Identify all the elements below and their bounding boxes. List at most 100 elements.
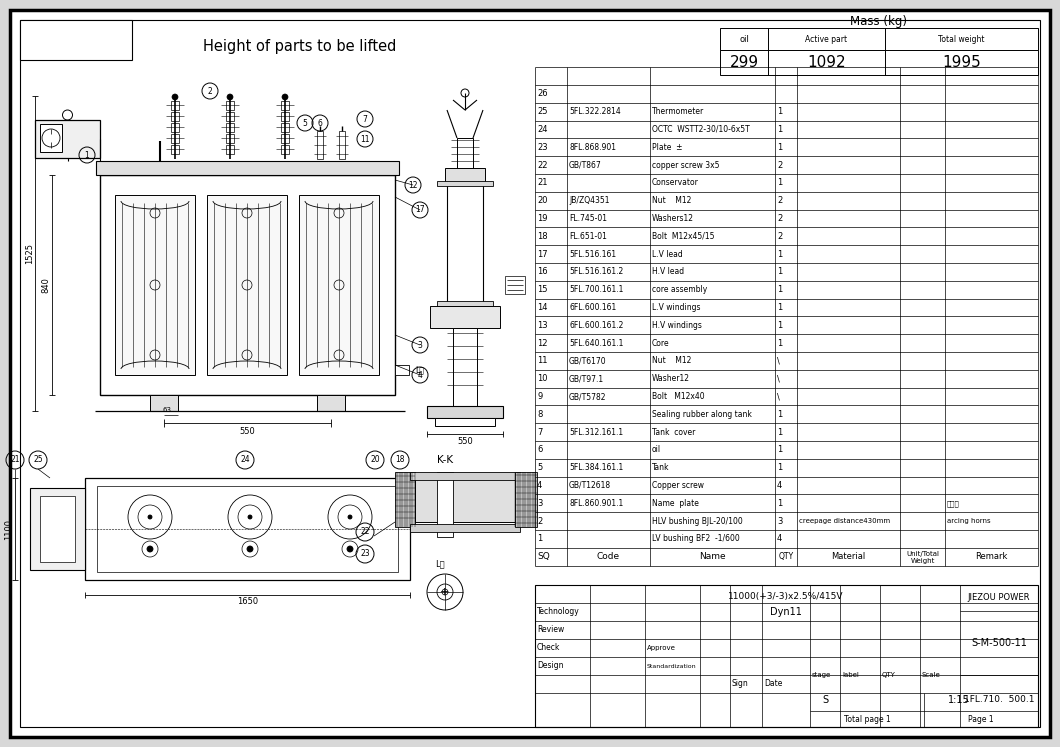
- Text: S-M-500-11: S-M-500-11: [971, 638, 1027, 648]
- Text: 8FL.868.901: 8FL.868.901: [569, 143, 616, 152]
- Text: Total weight: Total weight: [938, 34, 985, 43]
- Text: 4: 4: [418, 371, 423, 379]
- Text: +: +: [439, 587, 448, 597]
- Text: K-K: K-K: [437, 455, 453, 465]
- Bar: [171, 101, 179, 110]
- Text: 7: 7: [537, 427, 543, 436]
- Text: Name  plate: Name plate: [652, 499, 699, 508]
- Text: L白: L白: [436, 560, 445, 568]
- Bar: [317, 395, 344, 411]
- Text: 1995: 1995: [942, 55, 981, 70]
- Text: GB/T867: GB/T867: [569, 161, 602, 170]
- Bar: [416, 477, 515, 522]
- Text: Nut    M12: Nut M12: [652, 356, 691, 365]
- Text: 17: 17: [416, 205, 425, 214]
- Text: 1100: 1100: [4, 518, 13, 539]
- Text: Approve: Approve: [647, 645, 676, 651]
- Text: 20: 20: [370, 456, 379, 465]
- Text: Check: Check: [537, 643, 561, 652]
- Text: 21: 21: [537, 179, 548, 187]
- Text: 5FL.312.161.1: 5FL.312.161.1: [569, 427, 623, 436]
- Text: 1: 1: [777, 179, 782, 187]
- Text: oil: oil: [739, 34, 749, 43]
- Text: 3: 3: [418, 341, 423, 350]
- Bar: [281, 112, 289, 121]
- Bar: [437, 472, 453, 537]
- Bar: [40, 496, 75, 562]
- Text: \: \: [777, 356, 780, 365]
- Text: FL.651-01: FL.651-01: [569, 232, 607, 241]
- Text: Material: Material: [831, 552, 866, 561]
- Text: oil: oil: [652, 445, 661, 454]
- Text: Height of parts to be lifted: Height of parts to be lifted: [204, 39, 396, 54]
- Text: 2: 2: [208, 87, 212, 96]
- Text: 1: 1: [777, 125, 782, 134]
- Text: 1: 1: [777, 338, 782, 347]
- Bar: [299, 195, 379, 375]
- Bar: [226, 101, 234, 110]
- Text: 22: 22: [360, 527, 370, 536]
- Bar: [437, 301, 493, 306]
- Text: GB/T6170: GB/T6170: [569, 356, 606, 365]
- Bar: [281, 123, 289, 132]
- Text: 4: 4: [777, 534, 782, 543]
- Text: Core: Core: [652, 338, 670, 347]
- Text: 5FL.516.161.2: 5FL.516.161.2: [569, 267, 623, 276]
- Text: core assembly: core assembly: [652, 285, 707, 294]
- Text: 13: 13: [537, 320, 548, 329]
- Bar: [535, 585, 1038, 727]
- Bar: [151, 395, 178, 411]
- Text: 1: 1: [777, 143, 782, 152]
- Text: Technology: Technology: [537, 607, 580, 616]
- Text: Code: Code: [597, 552, 620, 561]
- Bar: [437, 181, 493, 186]
- Text: Washer12: Washer12: [652, 374, 690, 383]
- Text: 21: 21: [11, 456, 20, 465]
- Bar: [395, 472, 416, 527]
- Text: 5: 5: [302, 119, 307, 128]
- Text: 1: 1: [537, 534, 543, 543]
- Text: 1650: 1650: [237, 598, 258, 607]
- Bar: [226, 145, 234, 154]
- Text: 11: 11: [537, 356, 548, 365]
- Text: Total page 1: Total page 1: [844, 714, 890, 724]
- Text: 23: 23: [537, 143, 548, 152]
- Text: 15: 15: [537, 285, 548, 294]
- Text: 840: 840: [41, 277, 50, 293]
- Text: 11: 11: [360, 134, 370, 143]
- Text: 1: 1: [777, 320, 782, 329]
- Text: 1525: 1525: [25, 243, 34, 264]
- Bar: [226, 123, 234, 132]
- Text: 1: 1: [777, 285, 782, 294]
- Bar: [85, 478, 410, 580]
- Text: label: label: [842, 672, 859, 678]
- Text: 3: 3: [537, 499, 543, 508]
- Text: SQ: SQ: [537, 552, 550, 561]
- Text: FL.745-01: FL.745-01: [569, 214, 607, 223]
- Bar: [339, 131, 344, 159]
- Text: copper screw 3x5: copper screw 3x5: [652, 161, 720, 170]
- Circle shape: [282, 94, 288, 100]
- Text: 26: 26: [537, 90, 548, 99]
- Text: Unit/Total: Unit/Total: [906, 551, 939, 557]
- Bar: [98, 486, 398, 572]
- Circle shape: [347, 546, 353, 552]
- Text: \: \: [777, 392, 780, 401]
- Text: Date: Date: [764, 680, 782, 689]
- Text: 3: 3: [777, 517, 782, 526]
- Bar: [445, 168, 485, 183]
- Bar: [35, 120, 100, 158]
- Bar: [435, 418, 495, 426]
- Text: 22: 22: [537, 161, 548, 170]
- Text: 1:15: 1:15: [948, 695, 970, 705]
- Text: 24: 24: [537, 125, 548, 134]
- Text: arcing horns: arcing horns: [947, 518, 991, 524]
- Bar: [207, 195, 287, 375]
- Text: 24: 24: [241, 456, 250, 465]
- Text: 5FL.700.161.1: 5FL.700.161.1: [569, 285, 623, 294]
- Text: 18: 18: [395, 456, 405, 465]
- Bar: [281, 145, 289, 154]
- Text: H.V lead: H.V lead: [652, 267, 684, 276]
- Text: Sign: Sign: [732, 680, 748, 689]
- Text: GB/T97.1: GB/T97.1: [569, 374, 604, 383]
